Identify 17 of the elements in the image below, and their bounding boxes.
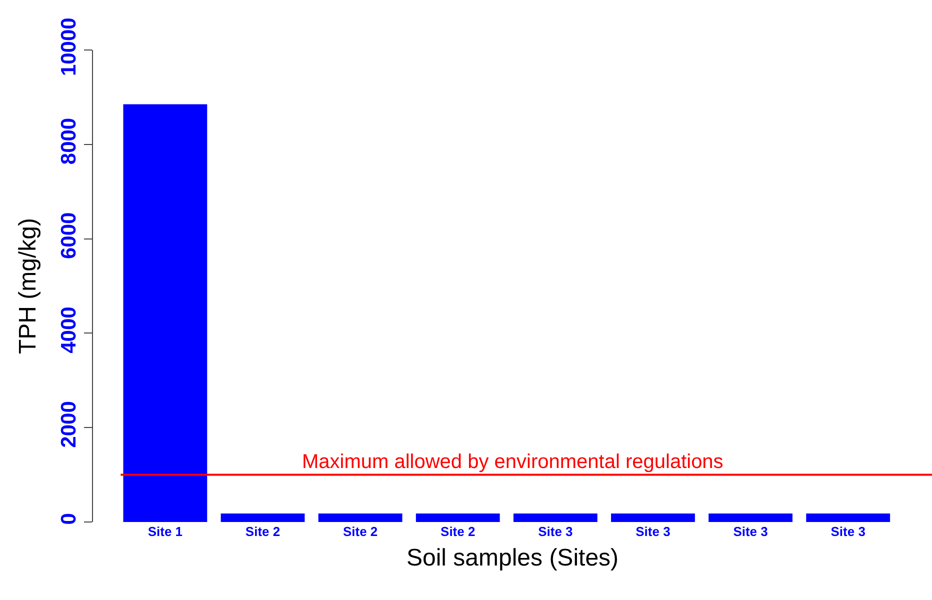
x-axis-title: Soil samples (Sites) [406,544,619,572]
x-tick-label: Site 2 [342,524,378,539]
y-tick-label: 8000 [58,118,81,165]
x-tick-label: Site 3 [538,524,573,539]
y-tick-label: 6000 [58,212,81,260]
y-tick-label: 2000 [58,401,81,448]
y-tick-label: 0 [58,513,81,525]
y-tick-label: 10000 [58,18,81,76]
x-tick-label: Site 2 [440,524,476,539]
x-tick-label: Site 3 [636,524,670,539]
y-tick-label: 4000 [58,306,81,354]
x-tick-label: Site 3 [830,524,866,539]
y-axis-title: TPH (mg/kg) [14,218,42,354]
ref-line-label: Maximum allowed by environmental regulations [302,451,724,473]
x-tick-label: Site 2 [245,524,280,539]
x-tick-label: Site 1 [148,524,183,539]
x-tick-label: Site 3 [733,524,768,539]
